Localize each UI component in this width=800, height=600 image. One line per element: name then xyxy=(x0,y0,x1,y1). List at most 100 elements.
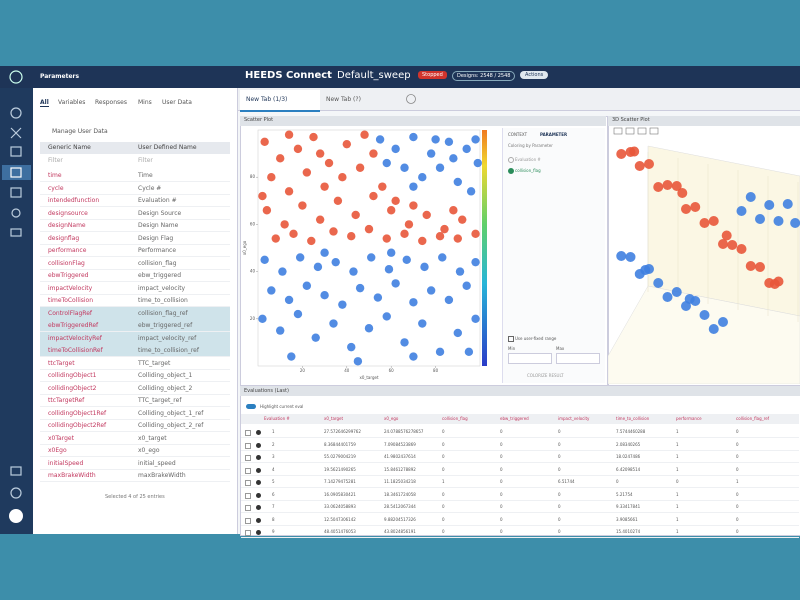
generic-name[interactable]: x0Ego xyxy=(48,447,67,454)
user-name[interactable]: impact_velocity xyxy=(138,284,186,292)
user-name[interactable]: Colliding_object_1_ref xyxy=(138,409,204,417)
generic-name[interactable]: ttcTargetRef xyxy=(48,397,85,404)
icon[interactable] xyxy=(10,228,22,237)
user-name[interactable]: Evaluation # xyxy=(138,197,177,204)
generic-name[interactable]: maxBrakeWidth xyxy=(48,472,96,479)
user-name[interactable]: ebw_triggered_ref xyxy=(138,322,193,329)
generic-name[interactable]: designName xyxy=(48,222,86,229)
user-name[interactable]: collision_flag xyxy=(138,259,177,267)
row-check[interactable] xyxy=(245,492,251,499)
toggle[interactable] xyxy=(246,404,256,409)
generic-name[interactable]: designflag xyxy=(48,234,80,242)
row-check[interactable] xyxy=(245,430,251,436)
user-name[interactable]: ebw_triggered xyxy=(138,272,182,279)
scatter-point xyxy=(473,158,482,168)
icon[interactable] xyxy=(10,167,22,178)
actions-pill[interactable]: Actions xyxy=(520,71,549,79)
scatter-point xyxy=(262,206,272,215)
user-name[interactable]: time_to_collision_ref xyxy=(138,347,199,354)
user-name[interactable]: collision_flag_ref xyxy=(138,309,188,317)
generic-name[interactable]: cycle xyxy=(48,184,64,192)
row-check[interactable] xyxy=(245,480,251,486)
row-line xyxy=(40,406,230,407)
radio-option[interactable]: collision_flag xyxy=(515,168,541,173)
panel-tab[interactable]: PARAMETER xyxy=(540,132,568,137)
generic-name[interactable]: initialSpeed xyxy=(48,459,84,467)
user-name[interactable]: Design Flag xyxy=(138,234,174,242)
row-check[interactable] xyxy=(245,517,251,524)
icon[interactable] xyxy=(10,107,22,119)
generic-name[interactable]: collidingObject2 xyxy=(48,384,97,392)
user-name[interactable]: initial_speed xyxy=(138,459,176,467)
user-name[interactable]: time_to_collision xyxy=(138,297,188,304)
generic-name[interactable]: impactVelocity xyxy=(48,284,93,292)
add-tab[interactable] xyxy=(405,93,417,105)
user-name[interactable]: Cycle # xyxy=(138,184,162,192)
icon[interactable] xyxy=(10,187,22,198)
icon[interactable] xyxy=(10,146,22,157)
icon[interactable] xyxy=(11,208,21,218)
user-icon[interactable] xyxy=(9,509,23,523)
sidebar-tab[interactable]: Mins xyxy=(138,99,152,106)
user-name[interactable]: TTC_target_ref xyxy=(138,397,182,404)
user-name[interactable]: maxBrakeWidth xyxy=(138,472,186,479)
user-name[interactable]: Colliding_object_2 xyxy=(138,384,193,392)
generic-name[interactable]: collidingObject1 xyxy=(48,372,97,379)
cell: 0 xyxy=(500,504,503,509)
icon[interactable] xyxy=(10,127,22,139)
toolbar-icon xyxy=(625,127,635,135)
generic-name[interactable]: ebwTriggeredRef xyxy=(48,322,99,329)
colorize-button[interactable]: COLORIZE RESULT xyxy=(527,373,564,378)
generic-name[interactable]: ttcTarget xyxy=(48,359,75,367)
user-name[interactable]: Colliding_object_2_ref xyxy=(138,422,204,429)
panel-title: 3D Scatter Plot xyxy=(612,117,650,123)
user-name[interactable]: TTC_target xyxy=(138,359,171,367)
generic-name[interactable]: collidingObject2Ref xyxy=(48,422,107,429)
row-check[interactable] xyxy=(245,505,251,511)
manage-user-data[interactable]: Manage User Data xyxy=(52,128,108,135)
generic-name[interactable]: ebwTriggered xyxy=(48,272,89,279)
panel-tab[interactable]: CONTEXT xyxy=(508,132,528,137)
sidebar-tab[interactable]: User Data xyxy=(162,99,192,106)
generic-name[interactable]: ControlFlagRef xyxy=(48,309,92,317)
row-check[interactable] xyxy=(245,442,251,449)
cell: 0 xyxy=(736,441,739,447)
cell: 8.36844401759 xyxy=(324,441,356,447)
min-input[interactable] xyxy=(508,353,552,364)
generic-name[interactable]: designsource xyxy=(48,209,88,217)
user-name[interactable]: Design Source xyxy=(138,209,182,217)
user-name[interactable]: Time xyxy=(138,172,153,179)
sidebar-tab[interactable]: Variables xyxy=(58,99,86,106)
generic-name[interactable]: time xyxy=(48,172,62,179)
user-name[interactable]: Colliding_object_1 xyxy=(138,372,193,379)
user-name[interactable]: impact_velocity_ref xyxy=(138,334,197,342)
max-input[interactable] xyxy=(556,353,600,364)
radio-option[interactable]: Evaluation # xyxy=(515,157,541,162)
cell: 41.9802437614 xyxy=(384,454,416,459)
generic-name[interactable]: collisionFlag xyxy=(48,259,85,267)
row-check[interactable] xyxy=(245,455,251,461)
generic-name[interactable]: collidingObject1Ref xyxy=(48,409,107,417)
generic-name[interactable]: timeToCollision xyxy=(48,297,93,304)
scatter-point xyxy=(302,168,312,177)
generic-name[interactable]: intendedfunction xyxy=(48,197,100,204)
user-name[interactable]: x0_target xyxy=(138,434,167,442)
generic-name[interactable]: performance xyxy=(48,247,87,254)
sidebar-tab[interactable]: All xyxy=(40,99,49,107)
tab[interactable]: New Tab (1/3) xyxy=(246,96,288,103)
scatter-point xyxy=(404,220,414,229)
user-name[interactable]: Performance xyxy=(138,247,177,254)
user-name[interactable]: x0_ego xyxy=(138,447,160,454)
user-name[interactable]: Design Name xyxy=(138,222,179,229)
add-tab-icon[interactable] xyxy=(406,94,416,104)
generic-name[interactable]: timeToCollisionRef xyxy=(48,347,103,354)
sidebar-tab[interactable]: Responses xyxy=(95,99,127,106)
generic-name[interactable]: x0Target xyxy=(48,434,74,442)
row-check[interactable] xyxy=(245,530,251,536)
generic-name[interactable]: impactVelocityRef xyxy=(48,334,102,342)
checkbox-label[interactable]: Use user-fixed range xyxy=(515,336,557,341)
tab[interactable]: New Tab (?) xyxy=(326,96,361,103)
icon[interactable] xyxy=(10,466,22,476)
row-check[interactable] xyxy=(245,467,251,474)
icon[interactable] xyxy=(10,487,22,499)
